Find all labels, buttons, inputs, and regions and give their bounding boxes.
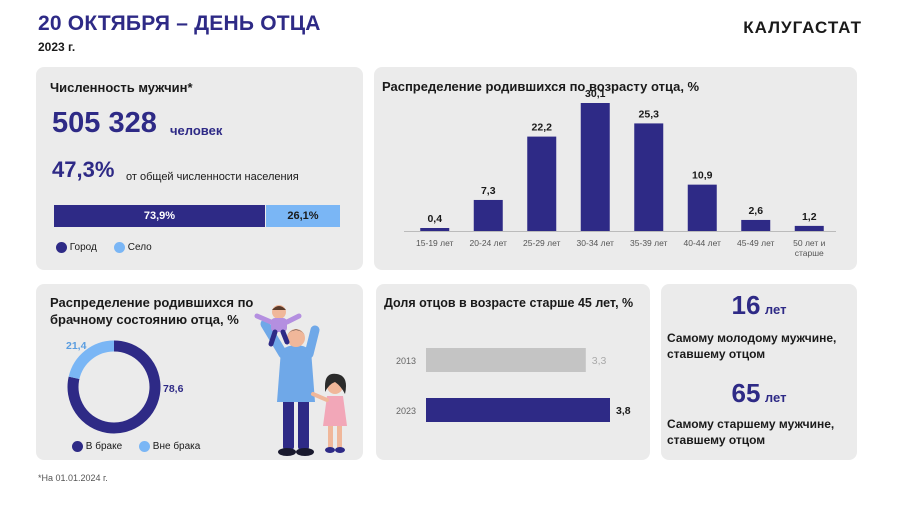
marital-panel: Распределение родившихся по брачному сос… — [36, 284, 363, 460]
marital-title-text: Распределение родившихся по брачному сос… — [50, 295, 254, 327]
age-bar — [580, 103, 610, 231]
age-bar — [794, 225, 824, 231]
unmarried-legend: Вне брака — [139, 441, 200, 452]
village-bar: 26,1% — [266, 205, 340, 227]
donut-slice-unmarried — [68, 340, 115, 380]
oldest-unit: лет — [764, 390, 787, 405]
over45-bar — [426, 348, 586, 372]
youngest-block: 16 лет — [661, 290, 857, 321]
donut-label-unmarried: 21,4 — [66, 340, 87, 352]
unmarried-legend-label: Вне брака — [152, 441, 201, 453]
age-category-label: 35-39 лет — [630, 238, 668, 248]
village-legend-label: Село — [127, 242, 152, 254]
oldest-block: 65 лет — [661, 378, 857, 409]
village-legend: Село — [114, 242, 152, 253]
city-legend: Город — [56, 242, 97, 253]
age-category-label: 40-44 лет — [684, 238, 722, 248]
age-category-label: 30-34 лет — [577, 238, 615, 248]
age-bar — [741, 219, 771, 231]
over45-bar-value: 3,3 — [592, 355, 607, 367]
age-bar-value: 22,2 — [532, 122, 553, 134]
men-share-value: 47,3% — [52, 157, 115, 182]
age-bar — [634, 123, 664, 231]
over45-bar-value: 3,8 — [616, 405, 631, 417]
over45-year-label: 2013 — [396, 356, 416, 366]
age-category-label: старше — [795, 248, 824, 258]
village-bar-label: 26,1% — [287, 210, 319, 222]
marital-donut-chart: 78,6 21,4 — [66, 340, 184, 434]
oldest-text: Самому старшему мужчине, ставшему отцом — [667, 417, 835, 447]
men-share-text: от общей численности населения — [126, 171, 299, 183]
city-bar-label: 73,9% — [143, 210, 176, 222]
age-category-label: 15-19 лет — [416, 238, 454, 248]
page-title: 20 ОКТЯБРЯ – ДЕНЬ ОТЦА — [38, 12, 321, 35]
married-legend-dot — [72, 441, 83, 452]
village-legend-dot — [114, 242, 125, 253]
age-bar-value: 10,9 — [692, 170, 713, 182]
father-age-chart: 0,4 15-19 лет 7,3 20-24 лет 22,2 25-29 лет 30,… — [404, 88, 836, 258]
father-children-illustration — [254, 305, 347, 456]
age-category-label: 25-29 лет — [523, 238, 561, 248]
page-year: 2023 г. — [38, 40, 76, 54]
over45-year-label: 2023 — [396, 406, 416, 416]
father-age-panel: Распределение родившихся по возрасту отц… — [374, 67, 857, 270]
marital-title-line1: Распределение родившихся по брачному сос… — [50, 294, 280, 328]
donut-label-married: 78,6 — [163, 383, 184, 395]
fathers-over45-panel: Доля отцов в возрасте старше 45 лет, % 2… — [376, 284, 650, 460]
donut-slice-married — [67, 340, 161, 434]
youngest-value: 16 — [731, 290, 761, 320]
father-ages-panel: 16 лет Самому молодому мужчине, ставшему… — [661, 284, 857, 460]
age-category-label: 45-49 лет — [737, 238, 775, 248]
age-bar — [420, 228, 450, 231]
age-bar — [527, 136, 557, 231]
married-legend-label: В браке — [85, 441, 123, 453]
age-bar-value: 1,2 — [802, 211, 817, 223]
men-count-value: 505 328 — [52, 107, 157, 139]
age-bar-value: 7,3 — [481, 185, 496, 197]
footnote: *На 01.01.2024 г. — [38, 473, 108, 483]
city-bar: 73,9% — [54, 205, 265, 227]
men-count-panel: Численность мужчин* 505 328 человек 47,3… — [36, 67, 363, 270]
youngest-unit: лет — [764, 302, 787, 317]
age-bar — [687, 184, 717, 231]
fathers-over45-title: Доля отцов в возрасте старше 45 лет, % — [384, 296, 634, 310]
men-count-unit: человек — [170, 123, 223, 138]
age-bar-value: 2,6 — [748, 205, 763, 217]
father-age-title: Распределение родившихся по возрасту отц… — [382, 79, 700, 94]
city-legend-label: Город — [69, 242, 97, 254]
over45-bar — [426, 398, 610, 422]
age-bar — [473, 199, 503, 231]
age-category-label: 50 лет и — [793, 238, 825, 248]
age-bar-value: 0,4 — [427, 213, 442, 225]
youngest-text: Самому молодому мужчине, ставшему отцом — [667, 331, 837, 361]
married-legend: В браке — [72, 441, 122, 452]
brand-logo: КАЛУГАСТАТ — [743, 18, 862, 37]
city-legend-dot — [56, 242, 67, 253]
oldest-value: 65 — [731, 378, 761, 408]
age-bar-value: 30,1 — [585, 88, 606, 100]
men-count-title: Численность мужчин* — [50, 80, 193, 95]
age-bar-value: 25,3 — [639, 108, 660, 120]
fathers-over45-chart: 2013 3,3 2023 3,8 — [396, 348, 631, 422]
age-category-label: 20-24 лет — [470, 238, 508, 248]
unmarried-legend-dot — [139, 441, 150, 452]
